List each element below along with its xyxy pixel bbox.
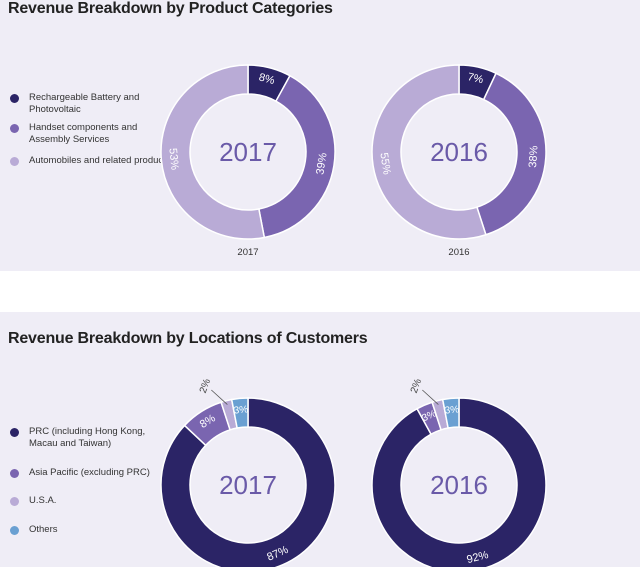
legend-swatch-asia-pacific: [10, 469, 19, 478]
donut-2016-location-slice-others: [441, 397, 460, 429]
donut-2016-product-slice-handset-components-and-assembly-services: [475, 72, 547, 236]
donut-2016-location-slice-prc-including-hong-kong-macau-and-taiwan: [371, 397, 547, 567]
donut-2017-product-center-label: 2017: [219, 137, 277, 167]
legend-label-prc: PRC (including Hong Kong, Macau and Taiw…: [29, 426, 146, 449]
donut-2016-product-label-handset-components-and-assembly-services: 38%: [527, 145, 540, 168]
donut-2016-location-label-u-s-a: 2%: [409, 377, 424, 394]
donut-2016-product-label-rechargeable-battery-and-photovoltaic: 7%: [466, 71, 484, 86]
legend-label-asia-pacific: Asia Pacific (excluding PRC): [29, 467, 150, 478]
donut-2016-product-center-label: 2016: [430, 137, 488, 167]
donut-2017-location-slice-prc-including-hong-kong-macau-and-taiwan: [160, 397, 336, 567]
donut-2017-location-label-u-s-a: 2%: [198, 377, 213, 394]
donut-2017-product-caption: 2017: [237, 247, 258, 258]
legend-swatch-automobiles: [10, 157, 19, 166]
legend-label-others: Others: [29, 524, 58, 535]
legend-label-usa: U.S.A.: [29, 495, 57, 506]
legend-label-battery: Rechargeable Battery and Photovoltaic: [29, 92, 140, 115]
donut-2017-location-label-others: 3%: [233, 404, 249, 416]
donut-2016-location-label-prc-including-hong-kong-macau-and-taiwan: 92%: [465, 549, 490, 566]
donut-2016-product-label-automobiles-and-related-products: 55%: [377, 152, 392, 176]
donut-2017-product-label-rechargeable-battery-and-photovoltaic: 8%: [257, 71, 276, 87]
legend-swatch-prc: [10, 428, 19, 437]
donut-2016-product-slice-automobiles-and-related-products: [371, 64, 487, 240]
legend-label-handset: Handset components and Assembly Services: [29, 122, 138, 145]
donut-2017-location-center-label: 2017: [219, 470, 277, 500]
donut-2017-product-slice-automobiles-and-related-products: [160, 64, 266, 240]
donut-2016-location-label-others: 3%: [444, 404, 460, 416]
donut-2016-location-leader-line-u-s-a: [422, 389, 439, 405]
donut-2017-product-slice-handset-components-and-assembly-services: [257, 74, 336, 239]
section-title-customer-locations: Revenue Breakdown by Locations of Custom…: [8, 330, 368, 347]
legend-swatch-usa: [10, 497, 19, 506]
donut-2016-product-caption: 2016: [448, 247, 469, 258]
legend-label-automobiles: Automobiles and related products: [29, 155, 171, 166]
donut-2017-location-leader-line-u-s-a: [211, 389, 228, 405]
legend-swatch-handset: [10, 124, 19, 133]
legend-swatch-others: [10, 526, 19, 535]
section-title-product-categories: Revenue Breakdown by Product Categories: [8, 0, 333, 17]
donut-2017-product-label-handset-components-and-assembly-services: 39%: [314, 152, 329, 176]
legend-swatch-battery: [10, 94, 19, 103]
donut-2017-location-slice-others: [230, 397, 249, 429]
donut-2016-location-center-label: 2016: [430, 470, 488, 500]
donut-2017-product-label-automobiles-and-related-products: 53%: [166, 148, 180, 171]
donut-2016-location-label-asia-pacific-excluding-prc: 3%: [420, 408, 438, 424]
